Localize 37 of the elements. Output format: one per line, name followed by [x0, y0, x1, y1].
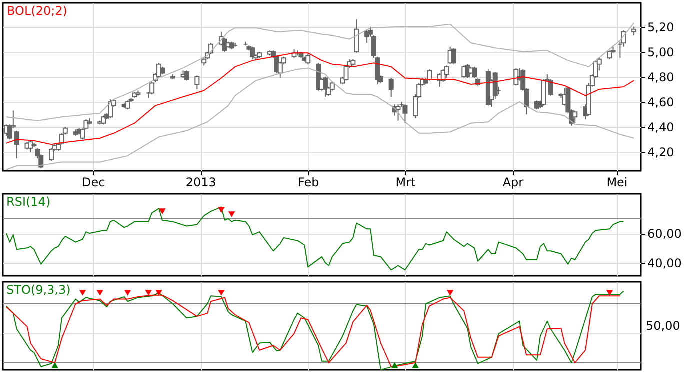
- y-tick-label: 5,20: [648, 20, 674, 34]
- y-tick-label: 4,20: [648, 146, 674, 160]
- candlestick: [194, 75, 200, 90]
- y-tick-label: 40,00: [648, 256, 682, 270]
- candlestick: [426, 68, 432, 82]
- y-tick-label: 4,40: [648, 120, 674, 135]
- x-tick-label: Apr: [502, 176, 524, 190]
- candlestick: [306, 52, 311, 65]
- candlestick: [322, 76, 328, 98]
- candlestick: [572, 110, 578, 124]
- candlestick: [28, 140, 34, 153]
- y-tick-label: 4,80: [648, 70, 674, 84]
- y-tick-label: 5,00: [648, 45, 674, 60]
- candlestick: [250, 46, 256, 60]
- x-tick-label: 2013: [186, 176, 216, 190]
- candlestick: [514, 68, 519, 86]
- candlestick: [14, 130, 20, 159]
- candlestick: [49, 148, 54, 162]
- text: 50,00: [646, 319, 680, 333]
- chart-title: STO(9,3,3): [6, 283, 71, 297]
- chart-title: BOL(20;2): [7, 4, 68, 18]
- candlestick: [184, 70, 190, 82]
- chart-title: RSI(14): [6, 195, 51, 209]
- y-tick-label: 60,00: [648, 227, 682, 242]
- candlestick: [354, 18, 360, 54]
- x-tick-label: Feb: [298, 176, 320, 190]
- x-tick-label: Dec: [82, 176, 106, 190]
- x-tick-label: Mrt: [396, 176, 416, 190]
- x-tick-label: Mei: [606, 176, 628, 190]
- y-tick-label: 4,60: [648, 96, 674, 110]
- candlestick: [388, 78, 394, 98]
- line-series: [6, 206, 624, 271]
- candlestick: [548, 78, 554, 96]
- candlestick: [541, 78, 546, 106]
- candlestick: [451, 48, 456, 65]
- line-series: [6, 22, 635, 122]
- candlestick: [444, 65, 450, 79]
